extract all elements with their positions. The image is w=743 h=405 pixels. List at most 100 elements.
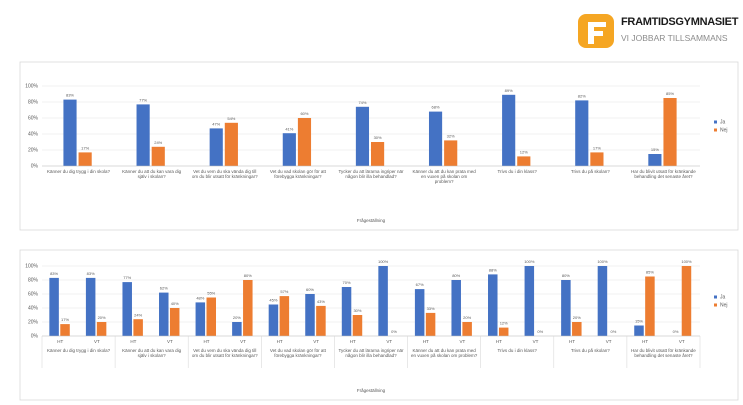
group-label: Vet du vem du ska vända dig till om du b… (191, 348, 258, 358)
x-tick-label: VT (605, 339, 612, 344)
y-tick-label: 100% (25, 83, 38, 89)
bar (85, 277, 96, 336)
x-tick-label: Vet du vem du ska vända dig till om du b… (191, 169, 258, 179)
value-label: 0% (537, 329, 543, 334)
y-tick-label: 0% (31, 163, 39, 169)
y-tick-label: 60% (28, 291, 39, 297)
bar (122, 282, 132, 336)
logo-letter (588, 22, 606, 44)
value-label: 17% (61, 317, 69, 322)
x-tick-label: HT (642, 339, 649, 344)
x-tick-label: Vet du vad skolan gör för att förebygga … (269, 169, 326, 179)
x-tick-label: VT (532, 339, 539, 344)
x-tick-label: HT (130, 339, 137, 344)
value-label: 0% (391, 329, 397, 334)
value-label: 20% (463, 315, 471, 320)
x-tick-label: Känner du dig trygg i din skola? (47, 169, 111, 174)
bar (502, 94, 516, 166)
bar (268, 304, 279, 336)
bar (49, 277, 59, 336)
bar (243, 280, 253, 336)
bar (575, 100, 589, 166)
bar (462, 322, 472, 336)
group-label: Tycker du att lärarna ingriper när någon… (338, 348, 404, 358)
bar (279, 296, 290, 336)
value-label: 12% (500, 321, 508, 326)
bar (572, 322, 582, 336)
group-label: Trivs du på skolan? (570, 348, 610, 353)
x-tick-label: VT (678, 339, 685, 344)
x-tick-label: VT (313, 339, 320, 344)
bar (316, 305, 326, 336)
x-tick-label: HT (495, 339, 502, 344)
bar (341, 287, 352, 336)
bar (517, 156, 531, 166)
bar (444, 140, 458, 166)
value-label: 67% (416, 282, 424, 287)
value-label: 100% (524, 259, 535, 264)
y-tick-label: 20% (28, 147, 39, 153)
value-label: 41% (285, 126, 293, 131)
value-label: 100% (597, 259, 608, 264)
value-label: 32% (447, 133, 455, 138)
value-label: 17% (593, 145, 601, 150)
x-tick-label: VT (240, 339, 246, 344)
group-label: Har du blivit utsatt för kränkande behan… (631, 348, 696, 358)
bar (488, 274, 498, 336)
value-label: 24% (134, 312, 142, 317)
value-label: 30% (353, 308, 361, 313)
legend-label: Ja (720, 119, 726, 125)
y-tick-label: 20% (28, 319, 39, 325)
bar (159, 292, 169, 336)
bar (224, 122, 238, 166)
x-tick-label: VT (459, 339, 466, 344)
bar (378, 266, 388, 336)
value-label: 33% (427, 306, 435, 311)
bar (590, 152, 604, 166)
value-label: 0% (673, 329, 679, 334)
bar (451, 280, 461, 336)
bar (96, 322, 107, 336)
value-label: 60% (306, 287, 314, 292)
bar (355, 106, 370, 166)
bar (60, 324, 70, 336)
value-label: 45% (269, 298, 277, 303)
value-label: 80% (244, 273, 252, 278)
x-tick-label: HT (349, 339, 356, 344)
x-tick-label: VT (386, 339, 393, 344)
x-tick-label: Känner du att du kan prata med en vuxen … (412, 169, 476, 184)
value-label: 85% (646, 270, 654, 275)
x-tick-label: Trivs du på skolan? (570, 169, 610, 174)
x-axis-title: Frågeställning (356, 218, 386, 223)
bar (282, 133, 296, 166)
value-label: 0% (610, 329, 616, 334)
y-tick-label: 0% (31, 333, 39, 339)
value-label: 54% (227, 116, 235, 121)
bar (206, 297, 217, 336)
bar (561, 280, 571, 336)
x-tick-label: Trivs du i din klass? (497, 169, 537, 174)
x-axis-title: Frågeställning (356, 388, 386, 393)
y-tick-label: 40% (28, 305, 39, 311)
bar (136, 104, 150, 166)
logo-mark (578, 14, 614, 48)
value-label: 57% (280, 289, 288, 294)
x-tick-label: VT (93, 339, 100, 344)
value-label: 12% (520, 149, 528, 154)
logo-tagline: VI JOBBAR TILLSAMMANS (621, 33, 728, 43)
value-label: 77% (123, 275, 131, 280)
bar (414, 289, 425, 336)
x-tick-label: VT (167, 339, 173, 344)
value-label: 20% (233, 315, 241, 320)
value-label: 20% (573, 315, 581, 320)
value-label: 48% (196, 295, 204, 300)
value-label: 43% (317, 299, 325, 304)
bar (305, 294, 315, 336)
value-label: 83% (50, 271, 58, 276)
legend-swatch (714, 120, 717, 124)
value-label: 74% (358, 100, 366, 105)
bar (352, 315, 363, 336)
bar (648, 154, 662, 166)
bar (597, 266, 608, 336)
